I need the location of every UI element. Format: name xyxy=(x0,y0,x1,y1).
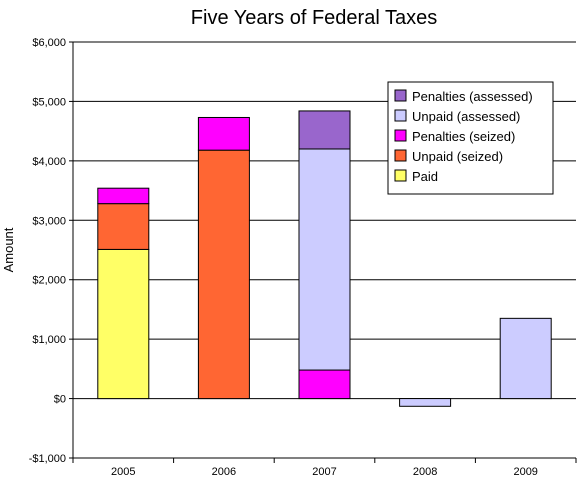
legend-label: Paid xyxy=(412,169,438,184)
y-tick-labels: -$1,000 $0 $1,000 $2,000 $3,000 $4,000 $5,000 $… xyxy=(29,37,66,465)
legend-swatch xyxy=(394,109,407,122)
legend-swatch xyxy=(394,169,407,182)
bar-segment xyxy=(298,148,351,371)
x-tick-label: 2008 xyxy=(413,466,437,478)
axes xyxy=(72,42,577,463)
y-tick-label: $0 xyxy=(54,394,66,406)
bar-segment xyxy=(298,369,351,400)
bar-segment xyxy=(197,149,250,400)
bar-segment xyxy=(298,110,351,150)
bar-segment xyxy=(97,248,150,400)
bars xyxy=(97,110,552,407)
legend-swatch xyxy=(394,129,407,142)
bar-segment xyxy=(399,398,452,407)
bar-segment xyxy=(97,187,150,205)
legend: Penalties (assessed) Unpaid (assessed) Pen… xyxy=(387,81,554,195)
x-tick-label: 2009 xyxy=(513,466,537,478)
legend-swatch xyxy=(394,89,407,102)
bar-segment xyxy=(499,317,552,400)
x-tick-label: 2007 xyxy=(312,466,336,478)
x-tick-label: 2006 xyxy=(212,466,236,478)
y-tick-label: $6,000 xyxy=(32,37,66,49)
x-tick-labels: 2005 2006 2007 2008 2009 xyxy=(111,466,538,478)
legend-swatch xyxy=(394,149,407,162)
y-tick-label: -$1,000 xyxy=(29,453,66,465)
x-tick-label: 2005 xyxy=(111,466,135,478)
legend-label: Unpaid (assessed) xyxy=(412,109,520,124)
legend-label: Penalties (seized) xyxy=(412,129,515,144)
y-tick-label: $3,000 xyxy=(32,215,66,227)
y-tick-label: $2,000 xyxy=(32,275,66,287)
bar-segment xyxy=(97,203,150,250)
bar-segment xyxy=(197,116,250,151)
y-tick-label: $1,000 xyxy=(32,334,66,346)
chart-title: Five Years of Federal Taxes xyxy=(191,7,437,29)
legend-label: Unpaid (seized) xyxy=(412,149,503,164)
legend-box xyxy=(387,81,554,195)
legend-label: Penalties (assessed) xyxy=(412,89,533,104)
y-axis-label: Amount xyxy=(1,227,16,272)
y-tick-label: $5,000 xyxy=(32,96,66,108)
y-tick-label: $4,000 xyxy=(32,156,66,168)
